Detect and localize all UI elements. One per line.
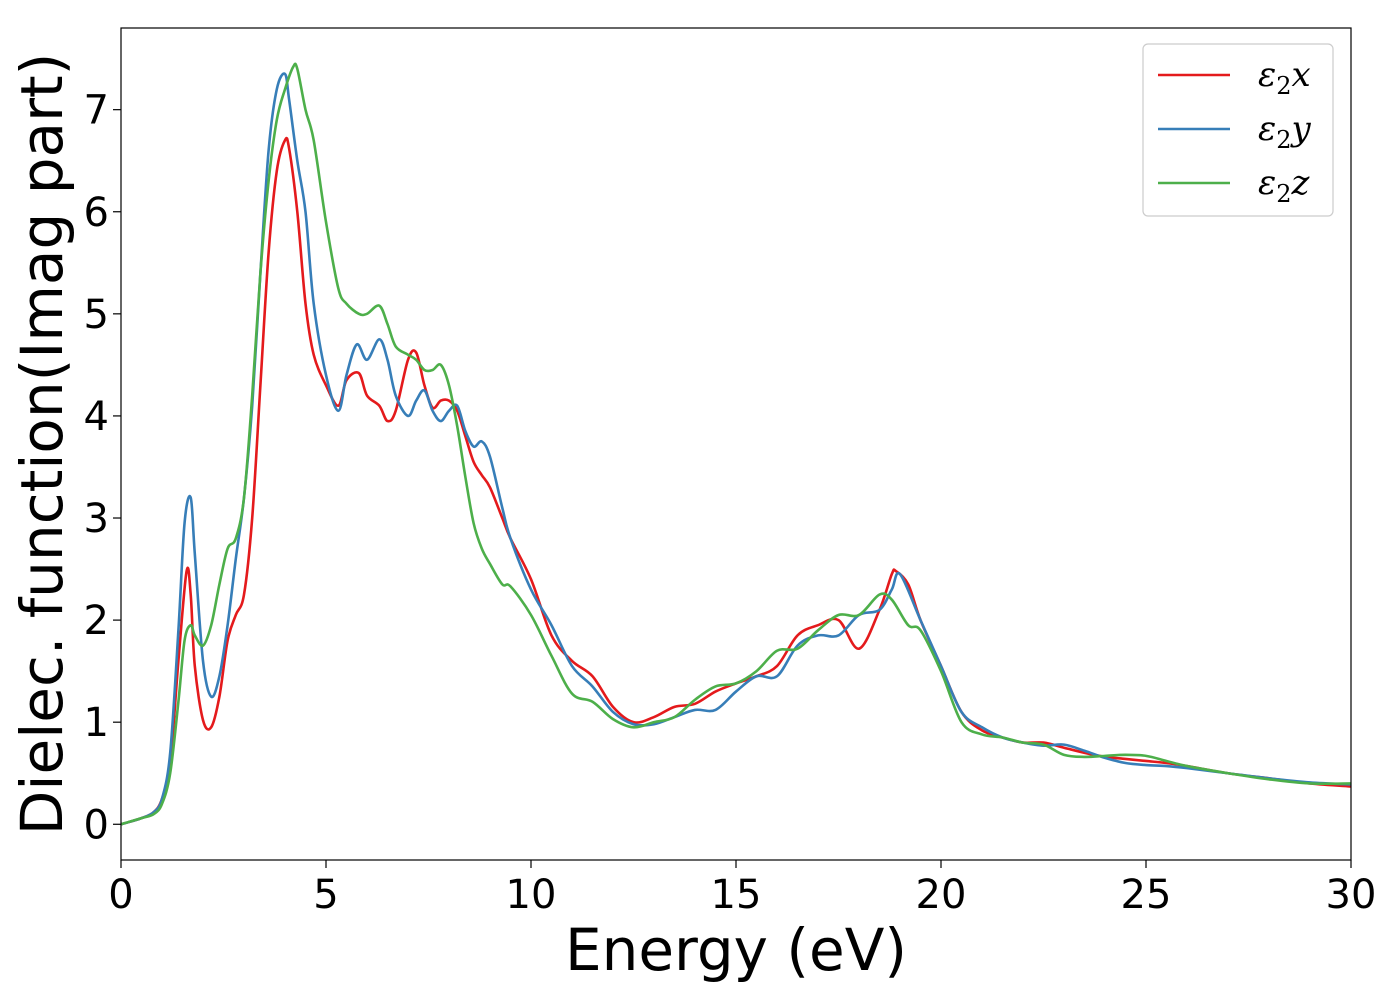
series-line-x <box>121 136 1351 826</box>
x-tick-label: 0 <box>108 872 133 918</box>
legend-label-x: ε2x <box>1258 55 1311 100</box>
y-tick-label: 2 <box>84 598 109 644</box>
x-tick-label: 25 <box>1121 872 1172 918</box>
legend: ε2x ε2y ε2z <box>1142 43 1334 217</box>
legend-label-z: ε2z <box>1258 163 1311 208</box>
y-tick-label: 5 <box>84 292 109 338</box>
y-tick-label: 6 <box>84 190 109 236</box>
legend-box <box>1142 43 1334 217</box>
x-tick-label: 30 <box>1326 872 1377 918</box>
y-tick-label: 0 <box>84 802 109 848</box>
series-line-y <box>121 72 1351 826</box>
legend-label-y: ε2y <box>1258 109 1312 154</box>
y-axis-label: Dielec. function(Imag part) <box>8 53 76 836</box>
series-line-z <box>121 62 1351 826</box>
series-layer <box>121 62 1351 826</box>
x-tick-label: 20 <box>916 872 967 918</box>
x-tick-label: 15 <box>711 872 762 918</box>
y-tick-label: 3 <box>84 496 109 542</box>
y-tick-label: 1 <box>84 700 109 746</box>
x-axis-label: Energy (eV) <box>565 916 907 984</box>
x-tick-label: 5 <box>313 872 338 918</box>
y-axis-ticks: 0 1 2 3 4 5 6 7 <box>84 88 121 848</box>
x-axis-ticks: 0 5 10 15 20 25 30 <box>108 860 1376 918</box>
y-tick-label: 4 <box>84 394 109 440</box>
x-tick-label: 10 <box>506 872 557 918</box>
y-tick-label: 7 <box>84 88 109 134</box>
